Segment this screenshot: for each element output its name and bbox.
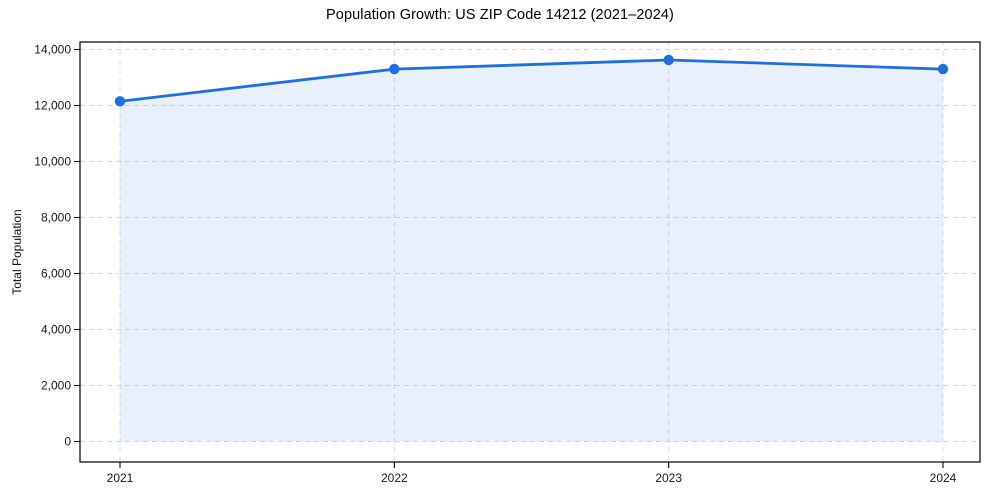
y-tick-label: 4,000	[41, 323, 71, 337]
data-point-marker	[114, 96, 126, 107]
x-tick-label: 2024	[930, 471, 957, 485]
data-point-marker	[663, 54, 674, 66]
x-tick-label: 2021	[107, 471, 134, 485]
y-tick-label: 6,000	[41, 267, 71, 281]
series-area	[120, 60, 943, 442]
data-point-marker	[389, 63, 400, 75]
data-point-marker	[937, 63, 949, 75]
y-tick-label: 12,000	[34, 99, 71, 113]
plot-area	[80, 42, 980, 462]
y-tick-label: 8,000	[41, 211, 71, 225]
y-tick-label: 14,000	[34, 43, 71, 57]
chart-title: Population Growth: US ZIP Code 14212 (20…	[326, 7, 674, 23]
series-line	[118, 58, 945, 103]
y-tick-label: 10,000	[34, 155, 71, 169]
y-tick-label: 2,000	[41, 379, 71, 393]
y-tick-label: 0	[64, 435, 71, 449]
plot-spines	[79, 41, 981, 463]
x-tick-label: 2023	[655, 471, 682, 485]
x-tick-label: 2022	[381, 471, 408, 485]
